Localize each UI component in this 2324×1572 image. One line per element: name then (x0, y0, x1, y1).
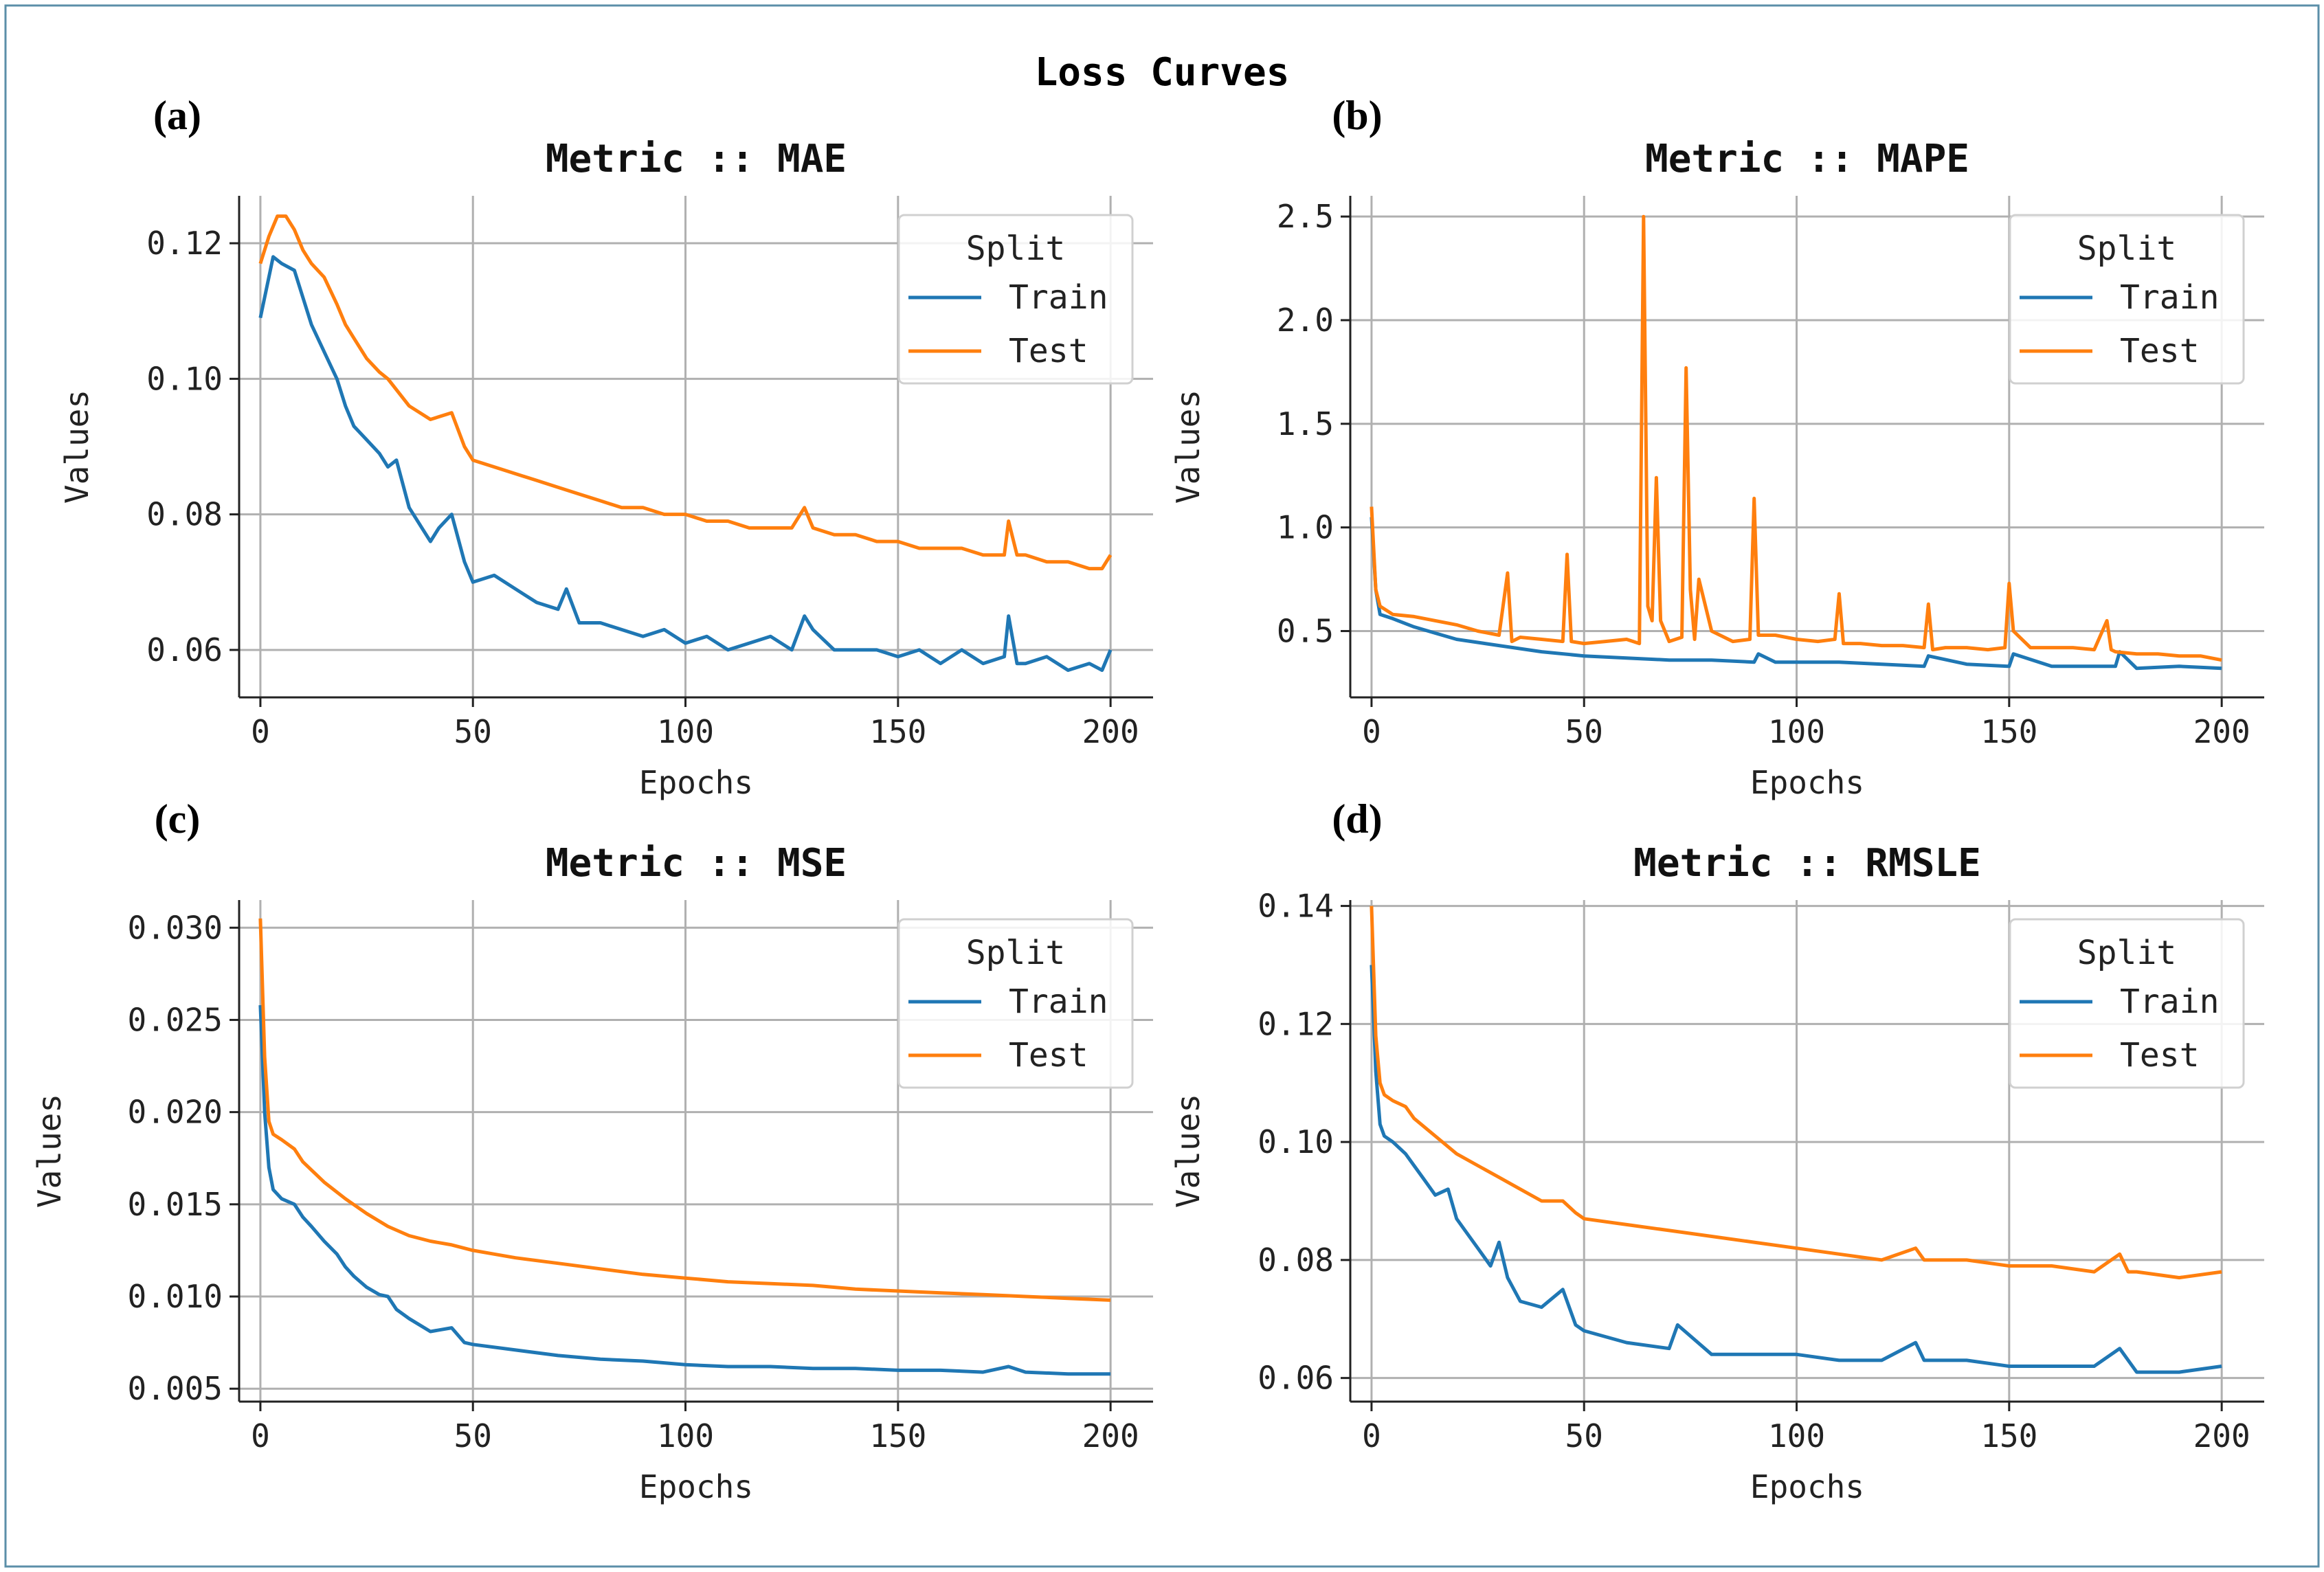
legend-label-test: Test (1009, 332, 1088, 370)
y-tick-label: 0.06 (146, 631, 223, 669)
y-tick-label: 1.5 (1277, 405, 1334, 442)
x-tick-label: 50 (454, 1417, 492, 1455)
x-tick-label: 150 (1980, 1417, 2037, 1455)
legend-box (2009, 918, 2245, 1089)
x-tick-label: 0 (251, 713, 270, 750)
legend: Split Train Test (2009, 918, 2245, 1089)
x-tick-label: 0 (251, 1417, 270, 1455)
x-axis-label: Epochs (1750, 764, 1864, 801)
series-line-train (1370, 517, 2222, 671)
y-tick-label: 0.030 (128, 909, 223, 946)
legend: Split Train Test (897, 918, 1134, 1089)
y-tick-label: 1.0 (1277, 509, 1334, 546)
x-tick-label: 200 (2193, 713, 2250, 750)
chart-title: Metric :: MSE (546, 841, 847, 886)
y-tick-label: 0.5 (1277, 612, 1334, 649)
legend-title: Split (2077, 229, 2177, 268)
legend-label-test: Test (1009, 1036, 1088, 1075)
series-line-test (1370, 906, 2222, 1280)
panel-label: (b) (1332, 93, 1382, 138)
x-tick-label: 0 (1362, 1417, 1381, 1455)
x-tick-label: 200 (1082, 1417, 1139, 1455)
y-tick-label: 2.5 (1277, 198, 1334, 235)
legend-box (897, 214, 1134, 385)
series-line-train (258, 255, 1113, 672)
x-axis-label: Epochs (1750, 1468, 1864, 1505)
legend-title: Split (2077, 934, 2177, 972)
x-tick-label: 100 (657, 713, 714, 750)
x-tick-label: 0 (1362, 713, 1381, 750)
legend: Split Train Test (897, 214, 1134, 385)
y-axis-label: Values (1170, 1094, 1207, 1208)
series-line-test (1370, 214, 2222, 662)
x-tick-label: 50 (1565, 1417, 1603, 1455)
x-tick-label: 50 (454, 713, 492, 750)
x-tick-label: 100 (1768, 1417, 1825, 1455)
chart-title: Metric :: MAPE (1645, 137, 1969, 181)
series-line-train (258, 1004, 1111, 1376)
y-tick-label: 0.12 (1258, 1005, 1334, 1042)
panel-label: (a) (153, 93, 201, 138)
legend-label-train: Train (1009, 982, 1108, 1021)
y-tick-label: 0.14 (1258, 888, 1334, 925)
y-tick-label: 0.10 (146, 360, 223, 397)
x-tick-label: 100 (657, 1417, 714, 1455)
y-tick-label: 2.0 (1277, 302, 1334, 339)
legend-label-test: Test (2120, 1036, 2200, 1075)
y-tick-label: 0.08 (1258, 1242, 1334, 1279)
legend-title: Split (966, 229, 1066, 268)
x-tick-label: 200 (1082, 713, 1139, 750)
y-tick-label: 0.005 (128, 1370, 223, 1407)
x-tick-label: 150 (869, 713, 926, 750)
x-tick-label: 50 (1565, 713, 1603, 750)
y-tick-label: 0.020 (128, 1094, 223, 1131)
y-axis-label: Values (58, 390, 96, 504)
series-line-test (258, 214, 1113, 571)
x-axis-label: Epochs (639, 1468, 753, 1505)
y-axis-label: Values (1170, 390, 1207, 504)
y-tick-label: 0.08 (146, 496, 223, 533)
legend-title: Split (966, 934, 1066, 972)
panel-label: (c) (155, 796, 201, 842)
x-tick-label: 200 (2193, 1417, 2250, 1455)
legend-label-test: Test (2120, 332, 2200, 370)
legend-box (897, 918, 1134, 1089)
chart-title: Metric :: MAE (546, 137, 847, 181)
x-tick-label: 150 (869, 1417, 926, 1455)
legend-label-train: Train (1009, 278, 1108, 317)
legend: Split Train Test (2009, 214, 2245, 385)
y-tick-label: 0.10 (1258, 1123, 1334, 1160)
x-tick-label: 100 (1768, 713, 1825, 750)
series-line-train (1370, 965, 2222, 1374)
y-tick-label: 0.06 (1258, 1360, 1334, 1397)
chart-title: Metric :: RMSLE (1633, 841, 1981, 886)
x-tick-label: 150 (1980, 713, 2037, 750)
y-tick-label: 0.010 (128, 1278, 223, 1315)
legend-box (2009, 214, 2245, 385)
x-axis-label: Epochs (639, 764, 753, 801)
figure-title: Loss Curves (1035, 50, 1290, 95)
y-tick-label: 0.015 (128, 1186, 223, 1223)
y-tick-label: 0.12 (146, 225, 223, 262)
series-line-test (258, 918, 1111, 1302)
legend-label-train: Train (2120, 982, 2220, 1021)
legend-label-train: Train (2120, 278, 2220, 317)
panel-label: (d) (1332, 796, 1382, 842)
y-tick-label: 0.025 (128, 1001, 223, 1038)
figure-border (4, 4, 2320, 1568)
y-axis-label: Values (31, 1094, 68, 1208)
